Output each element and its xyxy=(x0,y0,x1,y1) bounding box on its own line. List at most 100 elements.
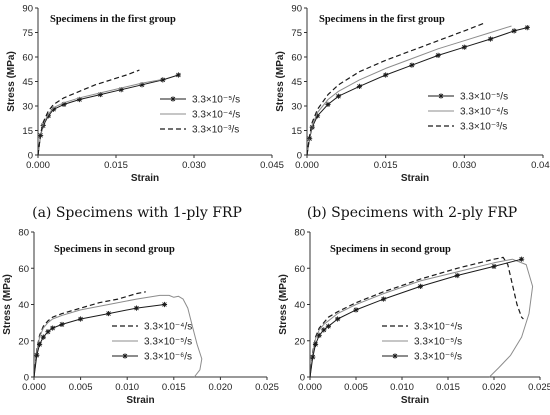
panel-3-chart-title: Specimens in second group xyxy=(54,244,175,255)
panel-3-series-3-marker xyxy=(59,321,65,328)
panel-1-legend-label-3: 3.3×10⁻³/s xyxy=(192,125,239,136)
panel-4-y-tick-label: 60 xyxy=(294,264,305,275)
chart-panel-3: 0.000 0.005 0.010 0.015 0.020 0.025 0 20 40 60 80 S… xyxy=(2,228,279,407)
panel-2-series-1-marker xyxy=(524,25,530,31)
panel-3-series-2-line xyxy=(33,294,203,378)
panel-1-y-axis-title: Stress (MPa) xyxy=(6,51,17,112)
panel-3-x-tick-label: 0.020 xyxy=(209,382,233,393)
panel-2-legend-label-2: 3.3×10⁻⁴/s xyxy=(460,107,508,118)
panel-3-series-3-marker xyxy=(36,341,43,347)
panel-4-series-3-marker xyxy=(312,341,319,347)
panel-2-x-tick-label: 0.000 xyxy=(295,160,319,171)
panel-3-series-3-marker xyxy=(34,352,40,358)
panel-3-legend-label-2: 3.3×10⁻⁵/s xyxy=(144,337,192,348)
panel-4-y-axis-title: Stress (MPa) xyxy=(278,274,289,335)
panel-1-legend-label-1: 3.3×10⁻⁵/s xyxy=(192,95,240,106)
panel-3-x-axis-title: Strain xyxy=(126,395,154,406)
panel-4-legend-label-1: 3.3×10⁻⁴/s xyxy=(414,322,462,333)
panel-2-y-axis-title: Stress (MPa) xyxy=(275,51,286,112)
panel-2-x-tick-label: 0.030 xyxy=(452,160,476,171)
panel-4-y-tick-label: 0 xyxy=(300,373,305,384)
panel-2-series-1-marker xyxy=(435,52,441,58)
panel-2-y-tick-label: 75 xyxy=(291,28,302,39)
panel-2-legend-label-1: 3.3×10⁻⁵/s xyxy=(460,92,508,103)
panel-1-series-1-marker xyxy=(97,91,103,98)
panel-3-series-3-marker xyxy=(40,334,46,340)
panel-3-y-axis-title: Stress (MPa) xyxy=(2,274,13,335)
caption-a: (a) Specimens with 1-ply FRP xyxy=(32,205,242,221)
panel-2-y-tick-label: 45 xyxy=(291,77,302,88)
chart-panel-1: 0.000 0.015 0.030 0.045 0 15 30 45 60 75 90 Strain S… xyxy=(6,4,284,185)
panel-2-y-tick-label: 90 xyxy=(291,4,302,15)
panel-2-series-1-marker xyxy=(409,62,415,68)
chart-panel-2: 0.000 0.015 0.030 0.045 0 15 30 45 60 75 90 Strain S… xyxy=(275,4,550,185)
panel-4-series-3-marker xyxy=(335,316,341,322)
caption-b: (b) Specimens with 2-ply FRP xyxy=(307,205,517,221)
panel-1-x-tick-label: 0.015 xyxy=(104,160,128,171)
panel-4-series-3-marker xyxy=(316,332,322,338)
panel-4-x-tick-label: 0.005 xyxy=(344,382,368,393)
panel-4-legend-marker-3 xyxy=(392,353,398,359)
panel-4-x-tick-label: 0.015 xyxy=(436,382,460,393)
panel-1-y-tick-label: 30 xyxy=(22,102,33,113)
panel-3-series-1-line xyxy=(33,291,146,378)
panel-1-series-1-marker xyxy=(118,87,124,93)
panel-4-series-3-marker xyxy=(381,296,387,302)
panel-2-y-tick-label: 0 xyxy=(297,151,302,162)
panel-3-y-tick-label: 20 xyxy=(18,336,29,347)
panel-2-legend-label-3: 3.3×10⁻³/s xyxy=(460,122,507,133)
panel-4-series-3-marker xyxy=(353,307,359,313)
panel-2-series-1-marker xyxy=(314,113,321,119)
panel-1-series-1-marker xyxy=(139,82,145,88)
panel-2-legend-marker-1 xyxy=(438,93,444,99)
panel-4-series-3-marker xyxy=(417,283,423,289)
panel-3-series-3-marker xyxy=(133,305,140,311)
panel-1-series-3-line xyxy=(37,69,140,156)
panel-1-x-tick-label: 0.000 xyxy=(26,160,50,171)
panel-3-x-tick-label: 0.025 xyxy=(255,382,279,393)
panel-4-y-tick-label: 20 xyxy=(294,336,305,347)
panel-2-series-1-marker xyxy=(511,28,517,34)
panel-4-series-3-marker xyxy=(454,272,460,279)
panel-3-y-tick-label: 60 xyxy=(18,264,29,275)
panel-4-series-3-marker xyxy=(491,263,497,270)
panel-1-series-1-marker xyxy=(77,96,83,103)
panel-1-legend-label-2: 3.3×10⁻⁴/s xyxy=(192,110,240,121)
panel-3-legend-label-1: 3.3×10⁻⁴/s xyxy=(144,322,192,333)
panel-1-y-tick-label: 90 xyxy=(22,4,33,15)
panel-4-x-tick-label: 0.010 xyxy=(390,382,414,393)
panel-1-x-tick-label: 0.030 xyxy=(182,160,206,171)
panel-1-series-1-marker xyxy=(51,106,57,112)
panel-3-series-3-marker xyxy=(45,329,51,335)
panel-2-x-tick-label: 0.015 xyxy=(374,160,398,171)
panel-1-series-2-line xyxy=(37,79,161,156)
panel-1-y-tick-label: 75 xyxy=(22,28,33,39)
panel-1-y-tick-label: 0 xyxy=(28,151,33,162)
panel-3-x-tick-label: 0.000 xyxy=(22,382,46,393)
panel-4-series-2-line xyxy=(309,258,534,378)
panel-2-series-1-marker xyxy=(325,101,331,107)
chart-panel-4: 0.000 0.005 0.010 0.015 0.020 0.025 0 20 40 60 80 S… xyxy=(278,228,550,407)
panel-4-x-tick-label: 0.000 xyxy=(298,382,322,393)
panel-2-y-tick-label: 30 xyxy=(291,102,302,113)
panel-2-series-1-marker xyxy=(461,44,467,50)
panel-3-series-3-marker xyxy=(161,301,168,308)
panel-3-series-3-marker xyxy=(105,310,112,317)
panel-2-series-1-marker xyxy=(335,93,342,99)
panel-4-legend-label-3: 3.3×10⁻⁶/s xyxy=(414,352,462,363)
panel-3-series-3-marker xyxy=(78,316,84,322)
panel-2-series-2-line xyxy=(306,25,512,156)
panel-2-series-1-marker xyxy=(487,36,494,42)
panel-4-chart-title: Specimens in second group xyxy=(330,244,451,255)
panel-2-x-tick-label: 0.045 xyxy=(531,160,550,171)
panel-2-series-1-line xyxy=(306,27,528,156)
panel-4-x-tick-label: 0.020 xyxy=(482,382,506,393)
panel-1-y-tick-label: 60 xyxy=(22,53,33,64)
panel-1-x-axis-title: Strain xyxy=(131,173,159,184)
panel-3-series-3-marker xyxy=(50,325,56,331)
panel-2-x-axis-title: Strain xyxy=(401,173,429,184)
panel-1-series-1-marker xyxy=(45,113,51,119)
panel-3-x-tick-label: 0.005 xyxy=(69,382,93,393)
panel-1-series-1-marker xyxy=(175,72,181,78)
